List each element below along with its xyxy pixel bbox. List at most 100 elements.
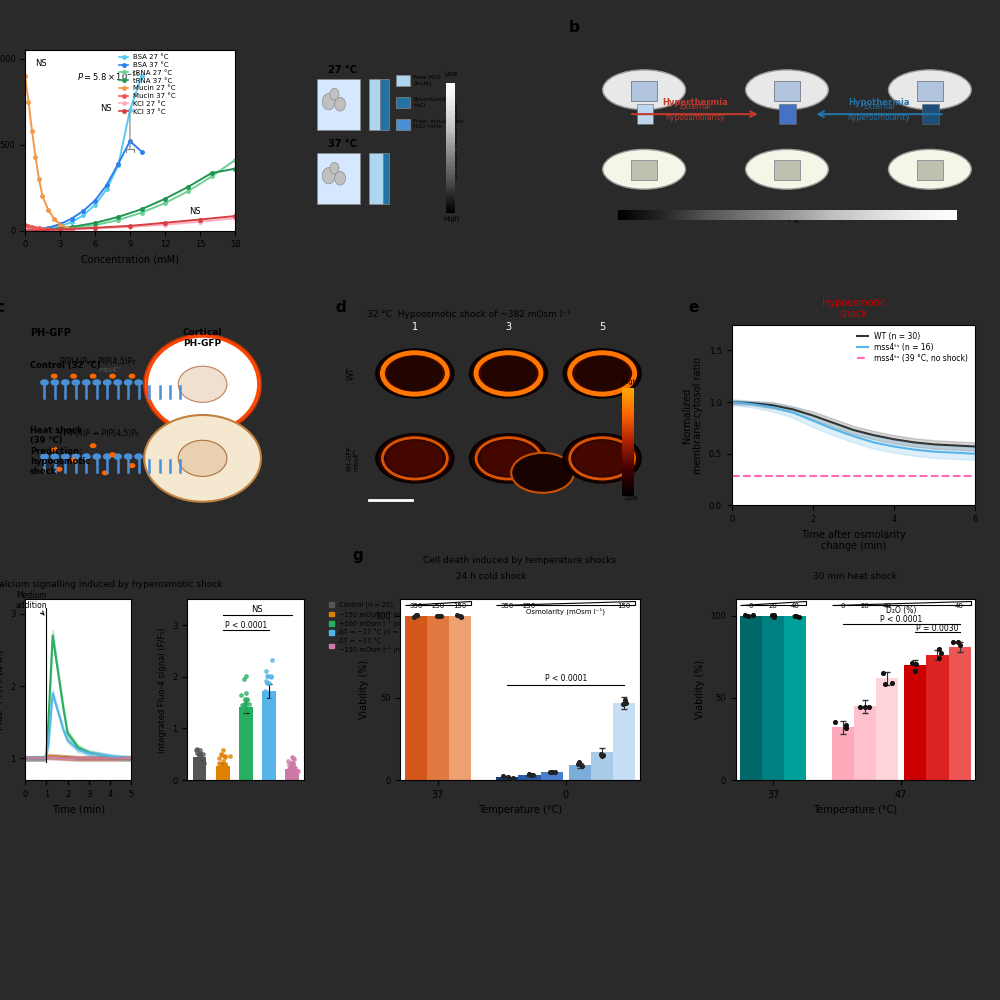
Point bbox=[238, 685, 254, 701]
Point bbox=[216, 759, 232, 775]
Circle shape bbox=[56, 467, 62, 472]
WT (n = 30) bbox=[787, 403, 799, 415]
Text: e: e bbox=[688, 300, 698, 315]
Circle shape bbox=[382, 353, 447, 394]
Point bbox=[264, 692, 280, 708]
WT (n = 30) bbox=[807, 410, 819, 422]
Point bbox=[259, 675, 275, 691]
Bar bbox=[239, 707, 253, 780]
Line: Mucin 27 °C: Mucin 27 °C bbox=[23, 74, 73, 231]
Point bbox=[261, 699, 277, 715]
Point bbox=[217, 756, 233, 772]
Circle shape bbox=[565, 350, 639, 397]
Point bbox=[258, 663, 274, 679]
Mucin 37 °C bbox=[22, 220, 34, 232]
Mucin 27 °C bbox=[33, 173, 45, 185]
Circle shape bbox=[574, 441, 630, 476]
Point bbox=[257, 683, 273, 699]
Bar bbox=[876, 678, 898, 780]
Point bbox=[408, 607, 424, 623]
Point bbox=[192, 745, 208, 761]
KCl 37 °C bbox=[229, 210, 241, 222]
Text: 350: 350 bbox=[409, 603, 422, 609]
Point bbox=[213, 759, 229, 775]
Point bbox=[615, 696, 631, 712]
Circle shape bbox=[335, 97, 346, 111]
Point bbox=[222, 748, 238, 764]
tRNA 37 °C bbox=[89, 217, 101, 229]
Text: 27 °C: 27 °C bbox=[328, 65, 357, 75]
KCl 27 °C bbox=[124, 221, 136, 233]
tRNA 37 °C bbox=[136, 203, 148, 215]
Circle shape bbox=[145, 453, 153, 460]
Point bbox=[214, 747, 230, 763]
Bar bbox=[917, 160, 943, 180]
Circle shape bbox=[166, 379, 174, 386]
Bar bbox=[832, 727, 854, 780]
Text: 37 °C: 37 °C bbox=[328, 139, 357, 149]
Text: P = 0.0030: P = 0.0030 bbox=[916, 624, 959, 633]
mss4ᵗˢ (39 °C, no shock) bbox=[807, 470, 819, 482]
mss4ᵗˢ (39 °C, no shock) bbox=[787, 470, 799, 482]
Point bbox=[285, 760, 301, 776]
Circle shape bbox=[129, 374, 135, 379]
Text: D₂O (%): D₂O (%) bbox=[886, 606, 916, 615]
Circle shape bbox=[469, 348, 548, 399]
Text: 0: 0 bbox=[749, 603, 753, 609]
Point bbox=[593, 746, 609, 762]
Point bbox=[431, 608, 447, 624]
KCl 37 °C bbox=[19, 225, 31, 237]
Point bbox=[284, 755, 300, 771]
Circle shape bbox=[565, 435, 639, 482]
Point bbox=[217, 763, 233, 779]
Text: 3: 3 bbox=[505, 322, 512, 332]
Mucin 37 °C bbox=[19, 219, 31, 231]
Polygon shape bbox=[496, 601, 635, 605]
KCl 27 °C bbox=[159, 219, 171, 231]
Point bbox=[195, 746, 211, 762]
Circle shape bbox=[603, 149, 685, 189]
Bar bbox=[569, 765, 591, 780]
Point bbox=[261, 709, 277, 725]
KCl 27 °C bbox=[89, 222, 101, 234]
Circle shape bbox=[176, 453, 185, 460]
Circle shape bbox=[378, 350, 452, 397]
Bar bbox=[193, 757, 206, 780]
KCl 37 °C bbox=[194, 214, 206, 226]
tRNA 27 °C bbox=[182, 185, 194, 197]
Text: WT: WT bbox=[347, 367, 356, 380]
Point bbox=[235, 702, 251, 718]
Bar bbox=[317, 153, 360, 204]
Circle shape bbox=[330, 88, 339, 100]
Text: Hypothermia: Hypothermia bbox=[848, 98, 910, 107]
Circle shape bbox=[375, 433, 455, 484]
Point bbox=[215, 766, 231, 782]
Mucin 37 °C bbox=[66, 224, 78, 236]
mss4ᵗˢ (39 °C, no shock) bbox=[827, 470, 839, 482]
Point bbox=[214, 764, 230, 780]
X-axis label: Temperature (°C): Temperature (°C) bbox=[813, 805, 897, 815]
Point bbox=[525, 767, 541, 783]
Point bbox=[189, 745, 205, 761]
Point bbox=[238, 668, 254, 684]
Circle shape bbox=[148, 374, 155, 379]
KCl 37 °C bbox=[89, 222, 101, 234]
Circle shape bbox=[109, 374, 116, 379]
Bar bbox=[380, 79, 389, 130]
Bar bbox=[637, 104, 653, 124]
Point bbox=[237, 697, 253, 713]
Circle shape bbox=[61, 453, 70, 460]
Point bbox=[187, 757, 203, 773]
Point bbox=[258, 696, 274, 712]
Point bbox=[827, 714, 843, 730]
BSA 27 °C bbox=[136, 70, 148, 82]
Point bbox=[233, 687, 249, 703]
Circle shape bbox=[51, 379, 59, 386]
Text: Cell death induced by temperature shocks: Cell death induced by temperature shocks bbox=[423, 556, 616, 565]
Circle shape bbox=[178, 440, 227, 476]
Point bbox=[212, 756, 228, 772]
Text: 5: 5 bbox=[599, 322, 605, 332]
Bar bbox=[396, 75, 410, 86]
Point bbox=[618, 695, 634, 711]
Text: PH-GFP: PH-GFP bbox=[30, 328, 71, 338]
